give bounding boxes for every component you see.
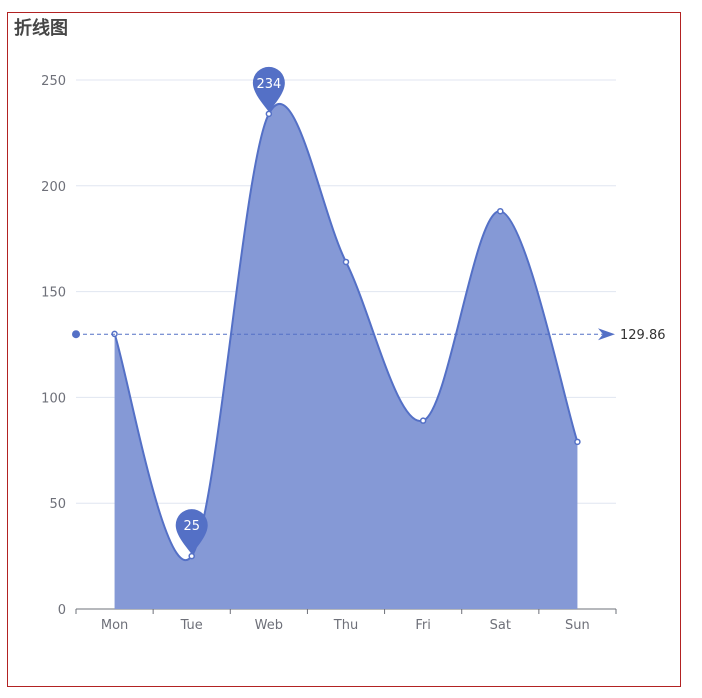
data-point-tue[interactable]: [188, 552, 195, 560]
mark-point-label-min: 25: [183, 519, 200, 534]
data-point-sat[interactable]: [497, 207, 504, 215]
data-point-thu[interactable]: [342, 258, 350, 266]
mark-point-pin-min[interactable]: [175, 509, 208, 555]
x-tick-label: Sat: [490, 618, 511, 633]
y-axis: 0 50 100 150 200 250: [41, 74, 66, 618]
chart-title: 折线图: [14, 18, 68, 39]
y-tick-label: 0: [58, 603, 66, 618]
mark-point-label-max: 234: [256, 77, 281, 92]
x-tick-label: Fri: [415, 618, 431, 633]
x-tick-label: Sun: [565, 618, 590, 633]
mark-points: 234 25: [175, 66, 285, 555]
average-mark-line: 129.86: [72, 328, 666, 343]
y-tick-label: 150: [41, 286, 66, 301]
x-tick-label: Tue: [180, 618, 203, 633]
data-point-fri[interactable]: [419, 417, 427, 424]
mark-line-label: 129.86: [620, 328, 666, 343]
mark-line-arrow-icon: [598, 328, 615, 341]
series-area: [114, 103, 578, 609]
y-tick-label: 100: [41, 391, 66, 406]
y-tick-label: 50: [49, 497, 66, 512]
y-tick-label: 250: [41, 74, 66, 89]
data-point-web[interactable]: [265, 110, 273, 118]
x-tick-label: Web: [255, 618, 283, 633]
x-tick-label: Mon: [101, 618, 128, 633]
y-tick-label: 200: [41, 180, 66, 195]
x-axis: Mon Tue Web Thu Fri Sat Sun: [75, 608, 617, 633]
mark-point-pin-max[interactable]: [252, 66, 285, 112]
x-tick-label: Thu: [333, 618, 358, 633]
data-point-sun[interactable]: [574, 438, 581, 446]
series-area-fill: [114, 103, 578, 609]
